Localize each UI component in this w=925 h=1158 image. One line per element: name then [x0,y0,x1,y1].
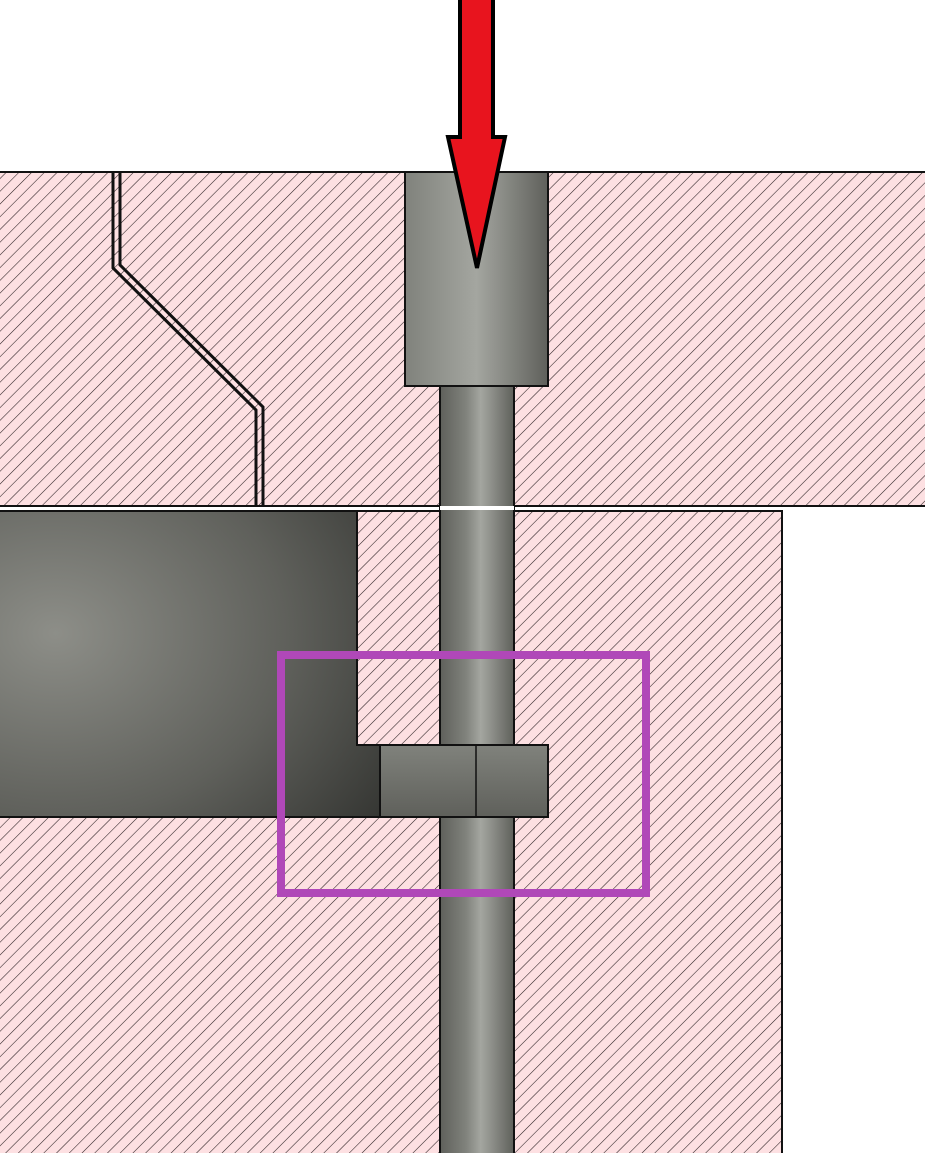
collar [379,744,549,818]
channel-outline [111,172,265,506]
force-arrow [445,0,508,269]
side-cavity [0,510,383,818]
highlight-box [277,651,650,897]
